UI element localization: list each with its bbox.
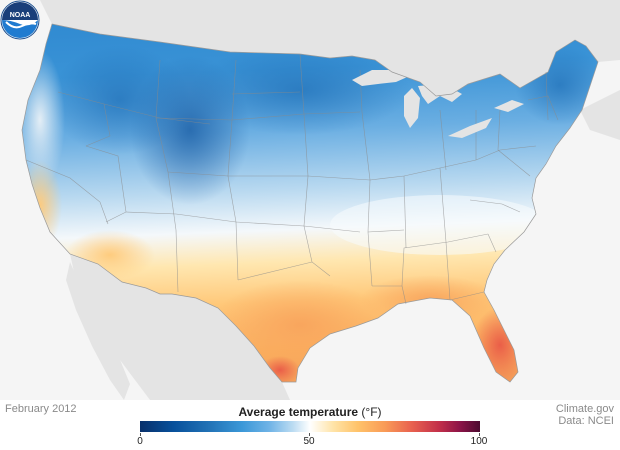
mexico-land [70, 254, 290, 400]
credit-site: Climate.gov [555, 403, 614, 415]
noaa-logo-text: NOAA [10, 12, 31, 19]
legend-unit: (°F) [361, 405, 382, 419]
noaa-logo-icon: NOAA [0, 0, 40, 40]
date-label: February 2012 [5, 403, 77, 415]
great-lakes [352, 70, 524, 138]
legend-tick-mid [309, 433, 310, 436]
state-borders [25, 53, 559, 305]
legend-title-text: Average temperature [238, 405, 359, 419]
canada-land-east [580, 90, 620, 140]
legend-label-max: 100 [470, 436, 488, 447]
canada-land [0, 0, 620, 96]
legend-color-bar [140, 421, 480, 432]
map-svg [0, 0, 620, 400]
legend-label-min: 0 [137, 436, 143, 447]
temperature-map: NOAA [0, 0, 620, 400]
legend-tick-max [479, 433, 480, 436]
legend-label-mid: 50 [303, 436, 315, 447]
credit-data: Data: NCEI [558, 415, 614, 427]
legend-tick-min [140, 433, 141, 436]
baja-land [66, 262, 130, 400]
legend-title: Average temperature (°F) [140, 405, 480, 419]
us-outline [21, 23, 599, 383]
